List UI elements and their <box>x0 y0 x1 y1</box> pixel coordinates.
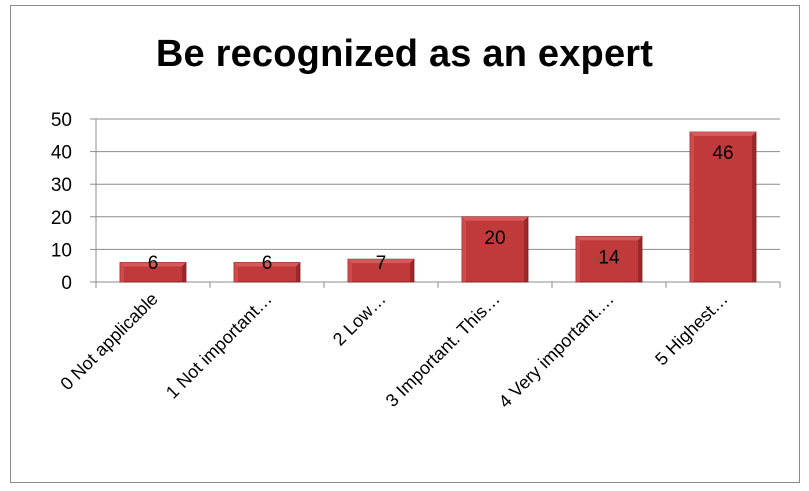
y-tick-label: 20 <box>51 208 72 229</box>
bar-left-edge <box>690 132 694 282</box>
bar-top <box>234 262 300 267</box>
bar-left-edge <box>234 262 238 282</box>
bar-left-edge <box>348 259 352 282</box>
bar-front <box>689 131 757 283</box>
bar-left-edge <box>462 216 466 282</box>
y-tick-label: 30 <box>51 175 72 196</box>
bar <box>461 216 529 283</box>
x-tick-label: 0 Not applicable <box>56 289 161 394</box>
bar-left-edge <box>120 262 124 282</box>
bar-right-edge <box>752 132 756 282</box>
bar-top <box>576 236 642 241</box>
bar-right-edge <box>296 262 300 282</box>
y-tick-label: 0 <box>61 273 72 294</box>
data-label: 6 <box>262 253 273 274</box>
axes <box>90 118 781 288</box>
data-label: 20 <box>484 228 505 249</box>
bar-top <box>462 216 528 221</box>
x-tick-label: 1 Not important… <box>162 289 276 403</box>
bar <box>347 258 415 283</box>
chart-frame <box>10 5 800 483</box>
y-tick-labels: 0 10 20 30 40 50 <box>51 110 72 294</box>
x-tick-label: 3 Important. This… <box>382 289 504 411</box>
y-tick-label: 40 <box>51 143 72 164</box>
y-tick-label: 10 <box>51 240 72 261</box>
bar <box>689 131 757 283</box>
bar <box>575 235 643 283</box>
data-label: 6 <box>148 253 159 274</box>
bar-right-edge <box>638 236 642 282</box>
x-tick-label: 5 Highest… <box>651 289 732 370</box>
gridlines <box>96 118 780 283</box>
bar-top <box>348 259 414 264</box>
data-label: 46 <box>712 143 733 164</box>
x-tick-label: 2 Low… <box>329 289 390 350</box>
bar <box>119 262 187 283</box>
bar-left-edge <box>576 236 580 282</box>
x-tick-labels: 0 Not applicable 1 Not important… 2 Low…3 … <box>56 289 731 412</box>
chart-title: Be recognized as an expert <box>155 33 654 75</box>
data-label: 14 <box>598 247 620 268</box>
x-tick-label: 4 Very important.… <box>495 289 618 412</box>
bars <box>119 131 757 283</box>
bar-right-edge <box>524 216 528 282</box>
bar <box>233 262 301 283</box>
bar-right-edge <box>410 259 414 282</box>
bar-top <box>690 132 756 137</box>
bar-top <box>120 262 186 267</box>
bar-right-edge <box>182 262 186 282</box>
data-label: 7 <box>376 253 387 274</box>
bar-front <box>461 216 529 283</box>
data-labels: 6 6 7 20 14 46 <box>148 143 734 274</box>
y-tick-label: 50 <box>51 110 72 131</box>
